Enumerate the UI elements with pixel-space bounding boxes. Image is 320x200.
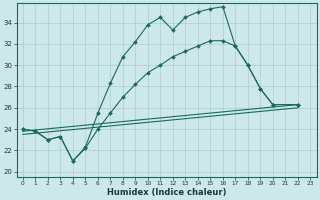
X-axis label: Humidex (Indice chaleur): Humidex (Indice chaleur) <box>107 188 226 197</box>
